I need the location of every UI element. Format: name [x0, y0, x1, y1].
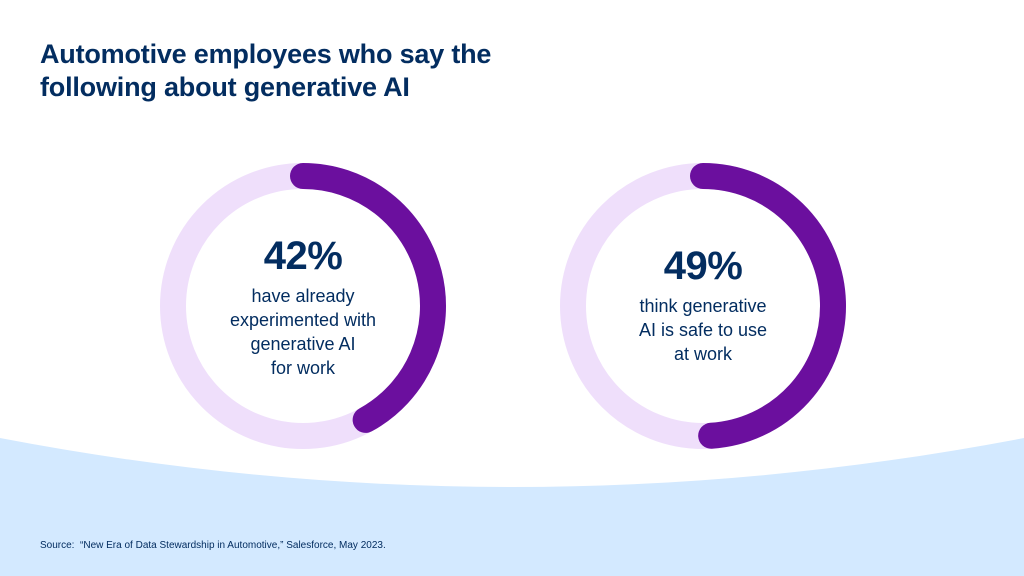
donut-value-label: 49%: [663, 244, 743, 288]
donut-value-arc: [690, 163, 846, 449]
page-title: Automotive employees who say the followi…: [40, 39, 492, 102]
donut-value-label: 42%: [263, 234, 343, 278]
donut-chart-svg: [560, 163, 846, 449]
donut-chart-svg: [160, 163, 446, 449]
source-note: Source: “New Era of Data Stewardship in …: [40, 540, 386, 551]
donut-caption: think generative AI is safe to use at wo…: [638, 296, 768, 364]
donut-chart-safe: 49% think generative AI is safe to use a…: [553, 156, 853, 456]
donut-caption: have already experimented with generativ…: [229, 286, 377, 378]
donut-value-arc: [290, 163, 446, 433]
donut-chart-experimented: 42% have already experimented with gener…: [153, 156, 453, 456]
donut-center-label: 42% have already experimented with gener…: [193, 234, 413, 380]
donut-center-label: 49% think generative AI is safe to use a…: [593, 244, 813, 366]
